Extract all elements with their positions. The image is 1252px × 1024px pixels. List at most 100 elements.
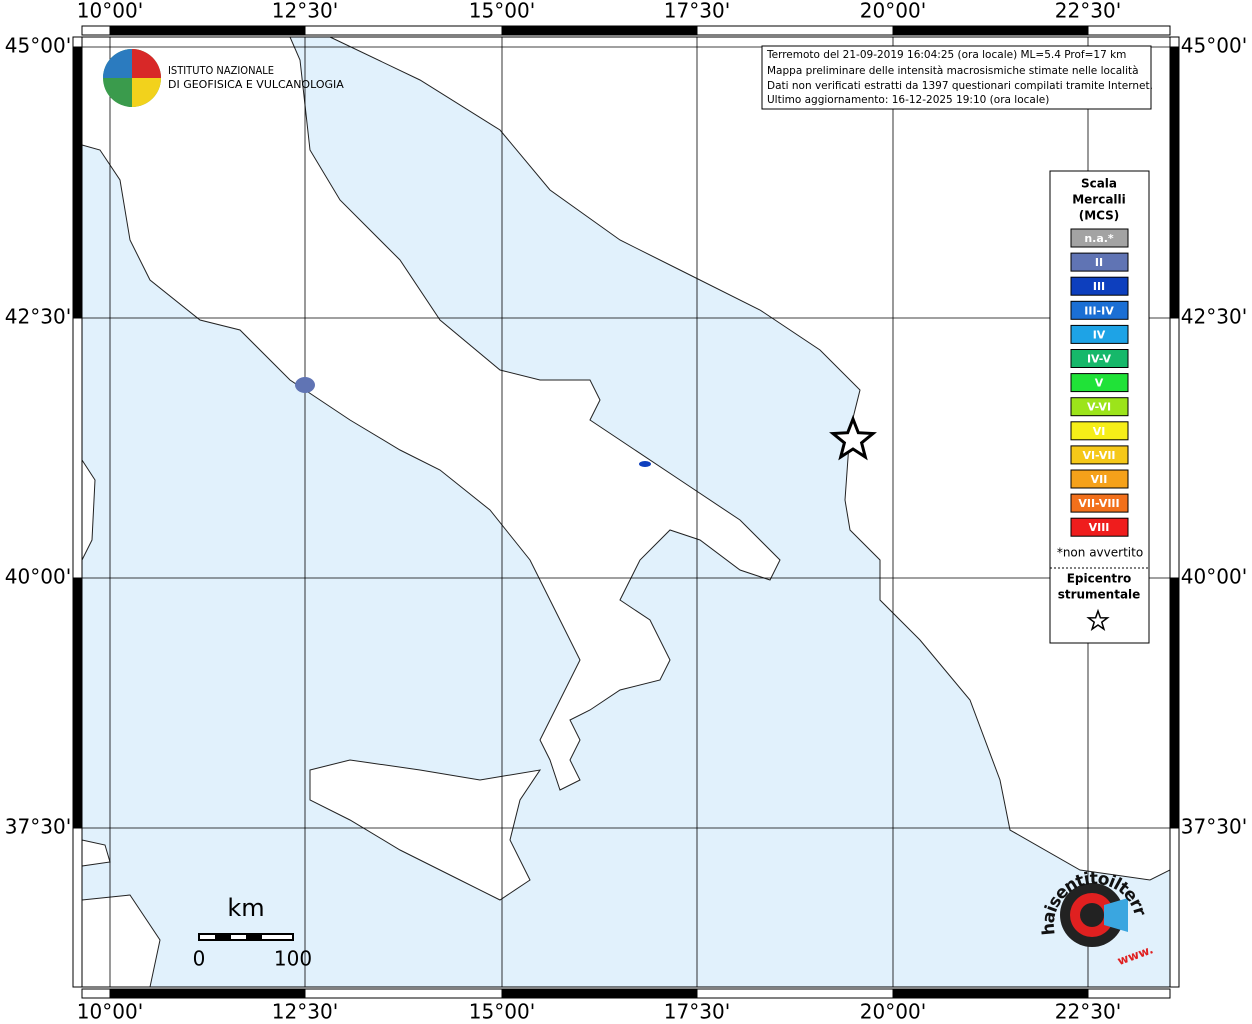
border-segment (1169, 577, 1180, 829)
latitude-label: 45°00' (5, 34, 71, 58)
legend-swatch (1070, 300, 1129, 320)
longitude-label: 17°30' (664, 1000, 730, 1024)
border-segment (1169, 317, 1180, 579)
scale-bar-segment (215, 934, 231, 940)
legend-label: VI (1093, 425, 1106, 438)
longitude-label: 10°00' (77, 1000, 143, 1024)
border-segment (304, 988, 503, 999)
legend-swatch (1070, 373, 1129, 393)
graticule (82, 37, 1170, 987)
legend-label: V (1095, 377, 1104, 390)
latitude-label: 45°00' (1181, 34, 1247, 58)
intensity-area (295, 377, 315, 393)
frame-border (72, 25, 1180, 999)
legend-swatch (1070, 421, 1129, 441)
border-segment (81, 988, 111, 999)
logo-ingv: ISTITUTO NAZIONALE DI GEOFISICA E VULCAN… (103, 49, 344, 107)
legend-swatch (1070, 445, 1129, 465)
border-segment (304, 25, 503, 36)
border-segment (72, 827, 83, 988)
legend-swatch (1070, 517, 1129, 537)
border-segment (1087, 25, 1171, 36)
watermark-core (1080, 903, 1104, 927)
border-segment (72, 46, 83, 319)
legend-swatch (1070, 349, 1129, 368)
border-segment (696, 988, 894, 999)
latitude-label: 42°30' (1181, 305, 1247, 329)
border-segment (892, 25, 1089, 36)
info-line: Mappa preliminare delle intensità macros… (767, 65, 1139, 77)
legend-label: V-VI (1087, 401, 1111, 414)
info-line: Dati non verificati estratti da 1397 que… (767, 80, 1153, 92)
border-segment (72, 36, 83, 48)
scale-unit: km (227, 894, 264, 922)
longitude-label: 12°30' (272, 1000, 338, 1024)
legend-label: VI-VII (1082, 449, 1115, 462)
legend-swatch (1070, 276, 1129, 296)
border-segment (72, 317, 83, 579)
longitude-label: 20°00' (860, 0, 926, 23)
longitude-label: 17°30' (664, 0, 730, 23)
info-line: Terremoto del 21-09-2019 16:04:25 (ora l… (766, 49, 1126, 61)
legend-title: (MCS) (1079, 209, 1120, 223)
border-segment (892, 988, 1089, 999)
border-segment (81, 25, 111, 36)
legend-label: n.a.* (1084, 232, 1114, 245)
legend-swatch (1070, 252, 1129, 272)
info-box: Terremoto del 21-09-2019 16:04:25 (ora l… (761, 45, 1153, 110)
logo-text: ISTITUTO NAZIONALE (168, 64, 274, 77)
legend-epicenter: strumentale (1058, 588, 1141, 602)
land (81, 36, 1171, 988)
border-segment (501, 25, 698, 36)
legend: ScalaMercalli(MCS)n.a.*IIIIIIII-IVIVIV-V… (1049, 170, 1150, 644)
legend-swatch (1070, 228, 1129, 248)
info-box-frame (761, 45, 1152, 110)
legend-label: VII-VIII (1078, 497, 1119, 510)
longitude-label: 22°30' (1055, 0, 1121, 23)
longitude-label: 15°00' (469, 1000, 535, 1024)
border-segment (696, 25, 894, 36)
border-segment (1169, 36, 1180, 48)
border-segment (501, 988, 698, 999)
legend-swatch (1070, 324, 1129, 344)
longitude-label: 10°00' (77, 0, 143, 23)
longitude-label: 22°30' (1055, 1000, 1121, 1024)
graticule-labels: 10°00' 10°00' 12°30' 12°30' 15°00' 15°00' 17°3… (5, 0, 1247, 1024)
legend-label: II (1095, 256, 1103, 269)
border-segment (1169, 827, 1180, 988)
legend-title: Mercalli (1072, 193, 1126, 207)
scale-bar: km 0 100 (193, 894, 312, 971)
longitude-label: 12°30' (272, 0, 338, 23)
info-line: Ultimo aggiornamento: 16-12-2025 19:10 (… (767, 94, 1049, 106)
border-segment (1087, 988, 1171, 999)
legend-swatch (1070, 493, 1129, 513)
longitude-label: 15°00' (469, 0, 535, 23)
legend-label: VIII (1089, 521, 1110, 534)
latitude-label: 37°30' (5, 815, 71, 839)
latitude-label: 42°30' (5, 305, 71, 329)
scale-label: 100 (274, 947, 312, 971)
longitude-label: 20°00' (860, 1000, 926, 1024)
legend-label: IV (1093, 328, 1106, 341)
logo-globe-part (103, 49, 132, 78)
legend-label: VII (1091, 473, 1108, 486)
latitude-label: 40°00' (5, 565, 71, 589)
legend-star (1086, 608, 1110, 631)
watermark-speaker (1104, 898, 1128, 932)
sicily (309, 759, 542, 901)
border-segment (109, 25, 306, 36)
legend-label: III (1093, 280, 1105, 293)
legend-title: Scala (1081, 177, 1117, 191)
border-segment (1169, 46, 1180, 319)
epicenter-star (829, 414, 877, 461)
legend-swatch (1070, 469, 1129, 489)
legend-label: IV-V (1087, 353, 1112, 366)
legend-label: III-IV (1084, 304, 1114, 317)
scale-label: 0 (193, 947, 206, 971)
latitude-label: 40°00' (1181, 565, 1247, 589)
logo-text: DI GEOFISICA E VULCANOLOGIA (168, 78, 344, 91)
border-segment (109, 988, 306, 999)
logo-globe-part (132, 49, 161, 78)
legend-epicenter: Epicentro (1067, 572, 1132, 586)
